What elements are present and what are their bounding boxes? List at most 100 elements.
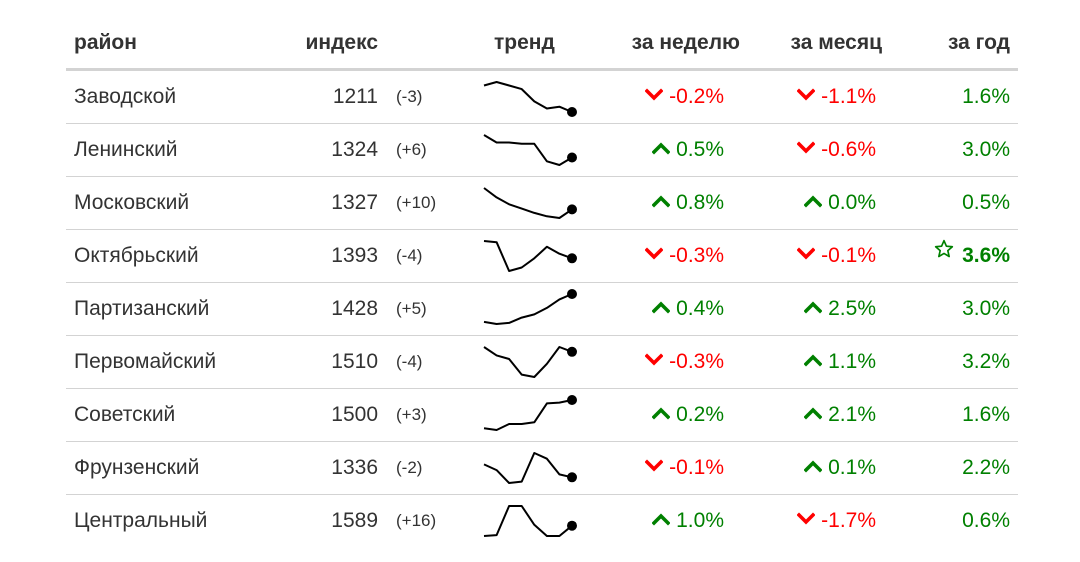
district-name: Московский bbox=[74, 177, 189, 229]
index-value-text: 1510 bbox=[331, 350, 378, 373]
week-change: -0.3% bbox=[645, 230, 724, 282]
month-change-text: -1.7% bbox=[821, 509, 876, 532]
month-change-text: 2.5% bbox=[828, 297, 876, 320]
sparkline-line bbox=[483, 240, 573, 272]
year-change-text: 2.2% bbox=[962, 456, 1010, 479]
index-value: 1327 bbox=[331, 177, 378, 229]
district-name-text: Партизанский bbox=[74, 297, 210, 320]
header-year: за год bbox=[947, 31, 1010, 54]
sparkline-end-dot bbox=[567, 107, 577, 117]
month-change-text: -1.1% bbox=[821, 85, 876, 108]
chevron-up-icon bbox=[804, 460, 823, 473]
year-change: 3.0% bbox=[962, 283, 1010, 335]
week-change: 1.0% bbox=[652, 495, 724, 547]
table-row: Октябрьский 1393 (-4) -0.3% -0.1% 3.6% bbox=[66, 230, 1018, 283]
district-index-table: район индекс тренд за неделю за месяц за… bbox=[66, 20, 1018, 547]
week-change: -0.1% bbox=[645, 442, 724, 494]
index-delta-text: (+3) bbox=[396, 405, 427, 424]
month-change-text: 0.0% bbox=[828, 191, 876, 214]
month-change: 0.1% bbox=[804, 442, 876, 494]
year-change-text: 3.2% bbox=[962, 350, 1010, 373]
trend-sparkline bbox=[483, 81, 577, 117]
table-row: Московский 1327 (+10) 0.8% 0.0% 0.5% bbox=[66, 177, 1018, 230]
year-change-text: 1.6% bbox=[962, 85, 1010, 108]
chevron-up-icon bbox=[652, 142, 671, 155]
index-value-text: 1589 bbox=[331, 509, 378, 532]
index-delta-text: (-4) bbox=[396, 352, 423, 371]
sparkline-end-dot bbox=[567, 289, 577, 299]
chevron-down-icon bbox=[797, 88, 816, 101]
district-name-text: Фрунзенский bbox=[74, 456, 200, 479]
week-change: -0.3% bbox=[645, 336, 724, 388]
year-change: 3.6% bbox=[934, 230, 1010, 282]
sparkline-line bbox=[483, 187, 573, 219]
trend-sparkline bbox=[483, 505, 577, 537]
week-change: -0.2% bbox=[645, 71, 724, 123]
sparkline-end-dot bbox=[567, 152, 577, 163]
month-change-text: 0.1% bbox=[828, 456, 876, 479]
sparkline-line bbox=[483, 399, 573, 431]
chevron-up-icon bbox=[804, 301, 823, 314]
week-change: 0.5% bbox=[652, 124, 724, 176]
district-name-text: Центральный bbox=[74, 509, 208, 532]
month-change: -0.1% bbox=[797, 230, 876, 282]
year-change: 1.6% bbox=[962, 71, 1010, 123]
week-change-text: 0.4% bbox=[676, 297, 724, 320]
index-delta: (+3) bbox=[396, 389, 427, 441]
index-value: 1500 bbox=[331, 389, 378, 441]
month-change: 2.5% bbox=[804, 283, 876, 335]
index-delta-text: (+6) bbox=[396, 140, 427, 159]
table-row: Заводской 1211 (-3) -0.2% -1.1% 1.6% bbox=[66, 71, 1018, 124]
month-change: 1.1% bbox=[804, 336, 876, 388]
index-delta: (-2) bbox=[396, 442, 422, 494]
sparkline-end-dot bbox=[567, 204, 577, 215]
month-change: 2.1% bbox=[804, 389, 876, 441]
month-change-text: 2.1% bbox=[828, 403, 876, 426]
trend-sparkline bbox=[483, 240, 577, 272]
index-value: 1211 bbox=[333, 71, 378, 123]
trend-sparkline bbox=[483, 346, 577, 378]
week-change: 0.8% bbox=[652, 177, 724, 229]
district-name: Октябрьский bbox=[74, 230, 199, 282]
year-change-text: 3.6% bbox=[962, 244, 1010, 267]
index-delta-text: (-2) bbox=[396, 458, 423, 477]
table-row: Партизанский 1428 (+5) 0.4% 2.5% 3.0% bbox=[66, 283, 1018, 336]
index-delta-text: (-4) bbox=[396, 246, 423, 265]
district-name-text: Октябрьский bbox=[74, 244, 199, 267]
table-row: Ленинский 1324 (+6) 0.5% -0.6% 3.0% bbox=[66, 124, 1018, 177]
index-value: 1510 bbox=[331, 336, 378, 388]
district-name: Заводской bbox=[74, 71, 176, 123]
district-name: Ленинский bbox=[74, 124, 178, 176]
week-change-text: -0.2% bbox=[669, 85, 724, 108]
index-delta: (+5) bbox=[396, 283, 427, 335]
chevron-up-icon bbox=[652, 513, 671, 526]
index-value-text: 1428 bbox=[331, 297, 378, 320]
district-name: Фрунзенский bbox=[74, 442, 199, 494]
chevron-up-icon bbox=[804, 354, 823, 367]
district-name: Центральный bbox=[74, 495, 207, 547]
star-icon bbox=[934, 227, 954, 279]
sparkline-end-dot bbox=[567, 395, 577, 405]
year-change: 0.5% bbox=[962, 177, 1010, 229]
table-row: Первомайский 1510 (-4) -0.3% 1.1% 3.2% bbox=[66, 336, 1018, 389]
index-delta-text: (-3) bbox=[396, 87, 423, 106]
year-change-text: 0.6% bbox=[962, 509, 1010, 532]
header-trend: тренд bbox=[494, 31, 555, 54]
index-value-text: 1324 bbox=[331, 138, 378, 161]
trend-sparkline bbox=[483, 289, 577, 325]
year-change: 1.6% bbox=[962, 389, 1010, 441]
index-value: 1589 bbox=[331, 495, 378, 547]
year-change-text: 1.6% bbox=[962, 403, 1010, 426]
sparkline-end-dot bbox=[567, 253, 577, 264]
month-change-text: 1.1% bbox=[828, 350, 876, 373]
chevron-up-icon bbox=[652, 407, 671, 420]
index-value: 1336 bbox=[331, 442, 378, 494]
week-change-text: 0.2% bbox=[676, 403, 724, 426]
week-change-text: 0.8% bbox=[676, 191, 724, 214]
district-name-text: Советский bbox=[74, 403, 176, 426]
sparkline-line bbox=[483, 346, 573, 378]
chevron-down-icon bbox=[797, 247, 816, 260]
month-change: 0.0% bbox=[804, 177, 876, 229]
chevron-up-icon bbox=[652, 301, 671, 314]
district-name: Первомайский bbox=[74, 336, 216, 388]
